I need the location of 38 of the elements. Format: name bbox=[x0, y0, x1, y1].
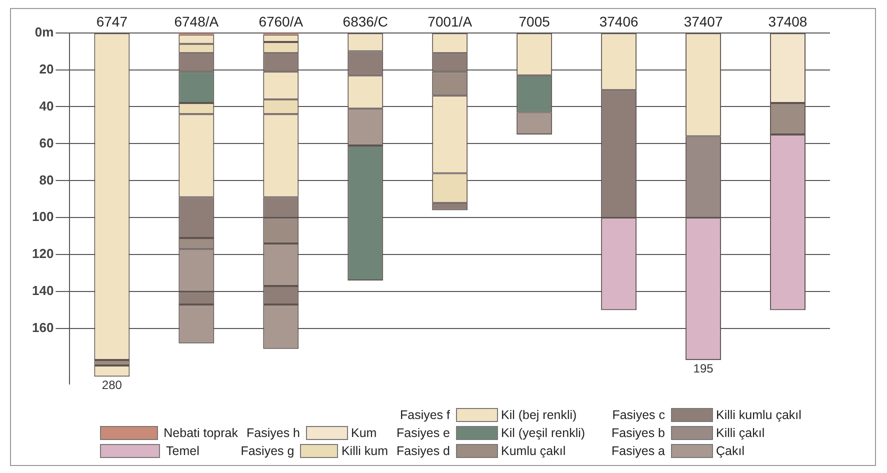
legend-label: Kil (yeşil renkli) bbox=[501, 426, 586, 440]
y-tick-label: 120 bbox=[32, 246, 54, 262]
x-tick-label: 6748/A bbox=[174, 13, 220, 30]
y-tick-label: 0m bbox=[34, 24, 54, 40]
legend-label: Çakıl bbox=[716, 444, 744, 458]
annotation: 280 bbox=[102, 378, 122, 392]
x-tick-label: 7005 bbox=[518, 13, 550, 30]
x-tick-label: 37406 bbox=[599, 13, 638, 30]
y-tick-label: 140 bbox=[32, 283, 54, 298]
x-tick-label: 6836/C bbox=[342, 13, 388, 30]
y-tick-label: 40 bbox=[39, 98, 54, 114]
text: Fasiyes f bbox=[398, 408, 450, 422]
legend-label: Kumlu çakıl bbox=[501, 444, 566, 458]
text: Fasiyes h bbox=[246, 426, 300, 440]
y-tick-label: 100 bbox=[32, 209, 54, 224]
legend-label: Killi çakıl bbox=[716, 426, 765, 440]
text: Fasiyes b bbox=[610, 426, 665, 440]
x-tick-label: 7001/A bbox=[428, 13, 473, 30]
y-tick-label: 60 bbox=[39, 135, 54, 150]
legend-label: Nebati toprak bbox=[164, 426, 238, 440]
legend-label: Kum bbox=[351, 426, 377, 440]
legend-label: Killi kum bbox=[341, 444, 388, 458]
x-tick-label: 6747 bbox=[96, 13, 128, 30]
legend-label: Kil (bej renkli) bbox=[501, 408, 577, 422]
text: Fasiyes d bbox=[396, 444, 450, 458]
text: Fasiyes c bbox=[611, 408, 665, 422]
y-tick-label: 80 bbox=[39, 172, 54, 188]
y-tick-label: 160 bbox=[32, 320, 54, 336]
text: Fasiyes a bbox=[610, 444, 665, 458]
legend-label: Killi kumlu çakıl bbox=[716, 408, 802, 422]
text: Fasiyes e bbox=[396, 426, 450, 440]
legend-label: Temel bbox=[166, 444, 200, 458]
y-tick-label: 20 bbox=[39, 61, 54, 76]
text: Fasiyes g bbox=[240, 444, 294, 458]
annotation: 195 bbox=[693, 361, 714, 376]
x-tick-label: 37407 bbox=[684, 13, 723, 30]
x-tick-label: 6760/A bbox=[258, 13, 304, 30]
x-tick-label: 37408 bbox=[768, 13, 808, 30]
